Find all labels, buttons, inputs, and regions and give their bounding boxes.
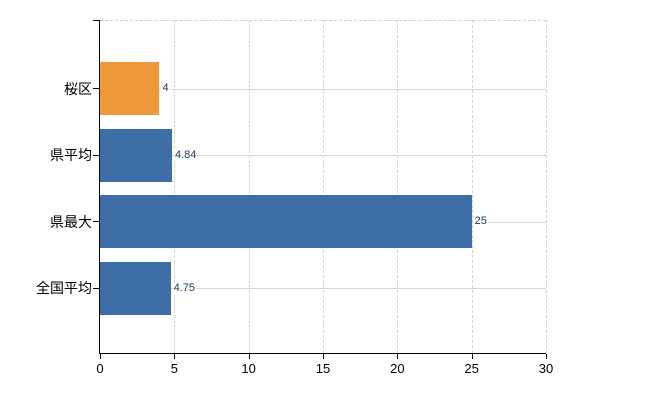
bar xyxy=(100,195,472,248)
y-axis-top-tick xyxy=(93,20,100,21)
y-tick xyxy=(93,287,100,289)
gridline-vertical xyxy=(174,20,176,353)
gridline-vertical xyxy=(248,20,250,353)
x-tick-label: 15 xyxy=(315,361,331,376)
value-label: 25 xyxy=(473,215,488,227)
category-label: 全国平均 xyxy=(36,280,92,296)
x-tick xyxy=(546,354,547,359)
y-tick xyxy=(93,221,100,222)
y-tick xyxy=(93,154,100,156)
x-tick-label: 25 xyxy=(464,361,479,376)
x-tick xyxy=(323,354,324,359)
category-label: 県最大 xyxy=(50,213,92,230)
y-tick xyxy=(93,88,100,89)
bar xyxy=(100,128,172,182)
x-tick xyxy=(248,354,250,359)
bar xyxy=(100,261,171,315)
value-label: 4.75 xyxy=(172,281,197,294)
y-axis xyxy=(99,20,100,353)
gridline-horizontal xyxy=(100,88,546,90)
x-tick-label: 30 xyxy=(538,361,554,376)
gridline-horizontal xyxy=(100,155,546,156)
x-tick-label: 10 xyxy=(241,361,256,376)
x-tick xyxy=(174,354,176,359)
value-label: 4 xyxy=(161,82,170,94)
category-label: 桜区 xyxy=(64,80,92,97)
x-tick-label: 20 xyxy=(390,361,405,376)
value-label: 4.84 xyxy=(173,148,198,161)
x-tick xyxy=(397,354,399,359)
x-tick-label: 5 xyxy=(170,361,178,376)
x-tick-label: 0 xyxy=(96,361,104,376)
category-label: 県平均 xyxy=(50,147,92,163)
gridline-vertical xyxy=(471,20,473,353)
bar xyxy=(100,62,160,115)
gridline-vertical xyxy=(546,20,547,353)
x-axis xyxy=(99,353,546,354)
x-tick xyxy=(471,354,473,359)
gridline-vertical xyxy=(397,20,399,353)
gridline-horizontal xyxy=(100,288,546,289)
gridline-vertical xyxy=(323,20,324,353)
x-tick xyxy=(100,354,101,359)
